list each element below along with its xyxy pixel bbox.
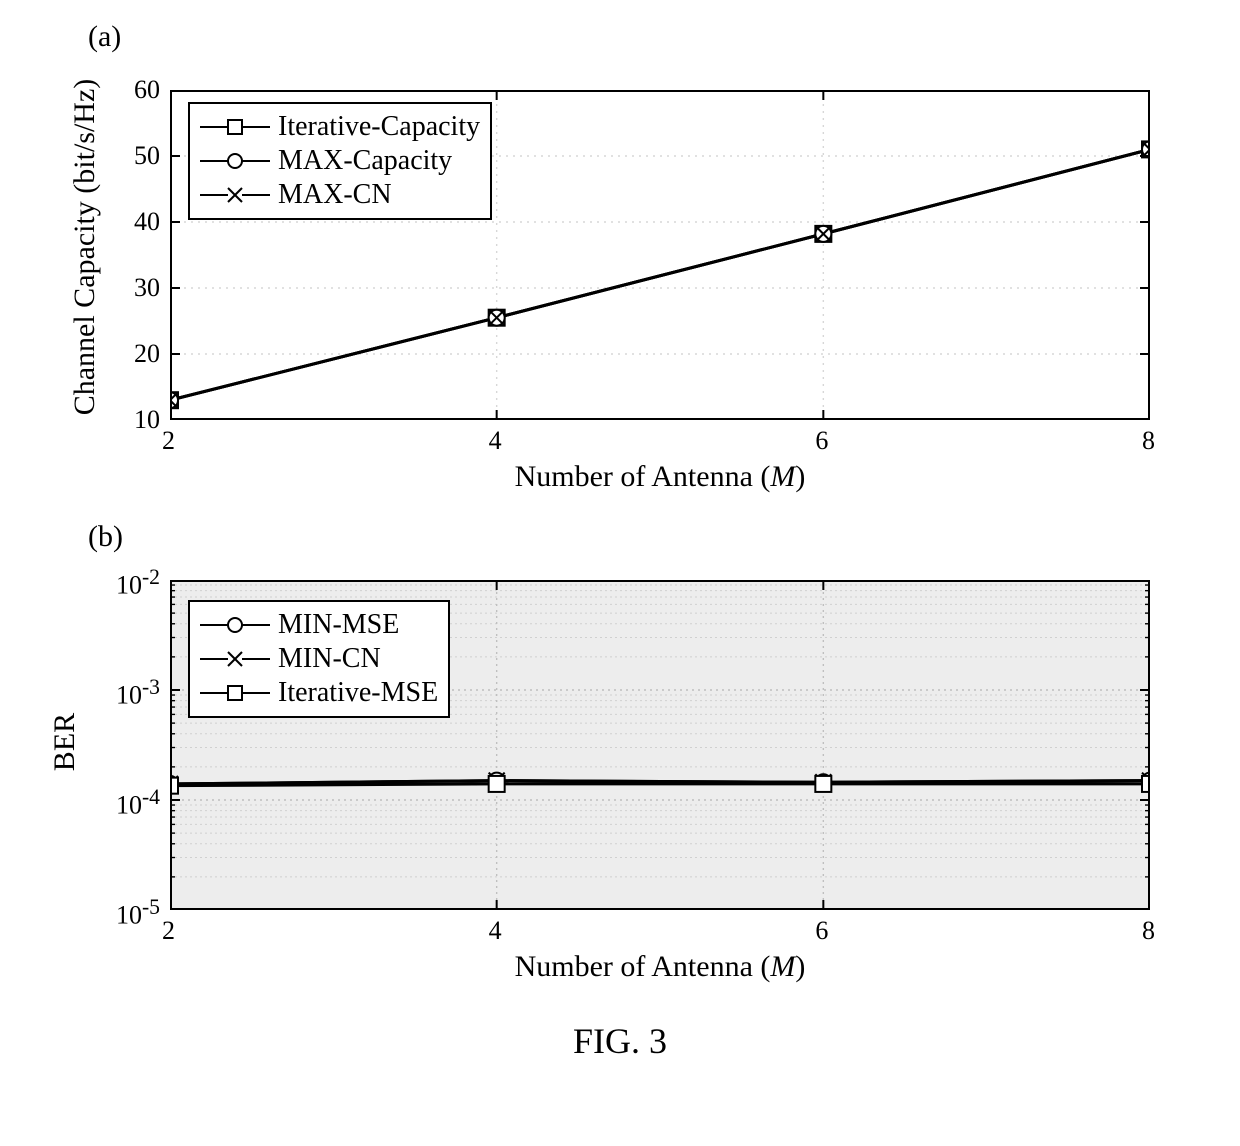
xtick-label: 8 [1142, 426, 1155, 456]
legend-label: MAX-CN [278, 179, 392, 211]
legend-item: Iterative-MSE [200, 676, 438, 710]
chart-b-xlabel: Number of Antenna (M) [170, 950, 1150, 984]
chart-a-ylabel: Channel Capacity (bit/s/Hz) [68, 67, 102, 427]
ytick-label: 10 [134, 405, 160, 435]
legend-item: MAX-CN [200, 178, 480, 212]
ytick-label: 10-4 [116, 785, 160, 821]
ytick-label: 20 [134, 339, 160, 369]
xtick-label: 6 [815, 426, 828, 456]
ytick-label: 30 [134, 273, 160, 303]
xtick-label: 8 [1142, 916, 1155, 946]
ytick-label: 60 [134, 75, 160, 105]
legend-label: Iterative-MSE [278, 677, 438, 709]
xtick-label: 6 [815, 916, 828, 946]
xtick-label: 2 [162, 426, 175, 456]
xtick-label: 4 [489, 426, 502, 456]
ytick-label: 40 [134, 207, 160, 237]
legend-label: MIN-CN [278, 643, 381, 675]
legend-item: MIN-MSE [200, 608, 438, 642]
chart-b-ylabel: BER [48, 632, 82, 852]
chart-a-xlabel: Number of Antenna (M) [170, 460, 1150, 494]
chart-b-legend: MIN-MSEMIN-CNIterative-MSE [188, 600, 450, 718]
ytick-label: 10-2 [116, 565, 160, 601]
legend-label: Iterative-Capacity [278, 111, 480, 143]
xtick-label: 4 [489, 916, 502, 946]
panel-b-label: (b) [88, 520, 123, 554]
ytick-label: 10-3 [116, 675, 160, 711]
legend-item: MIN-CN [200, 642, 438, 676]
xtick-label: 2 [162, 916, 175, 946]
ytick-label: 50 [134, 141, 160, 171]
legend-label: MAX-Capacity [278, 145, 452, 177]
chart-a-legend: Iterative-CapacityMAX-CapacityMAX-CN [188, 102, 492, 220]
legend-label: MIN-MSE [278, 609, 399, 641]
ytick-label: 10-5 [116, 895, 160, 931]
legend-item: MAX-Capacity [200, 144, 480, 178]
legend-item: Iterative-Capacity [200, 110, 480, 144]
figure-caption: FIG. 3 [0, 1020, 1240, 1062]
panel-a-label: (a) [88, 20, 121, 54]
